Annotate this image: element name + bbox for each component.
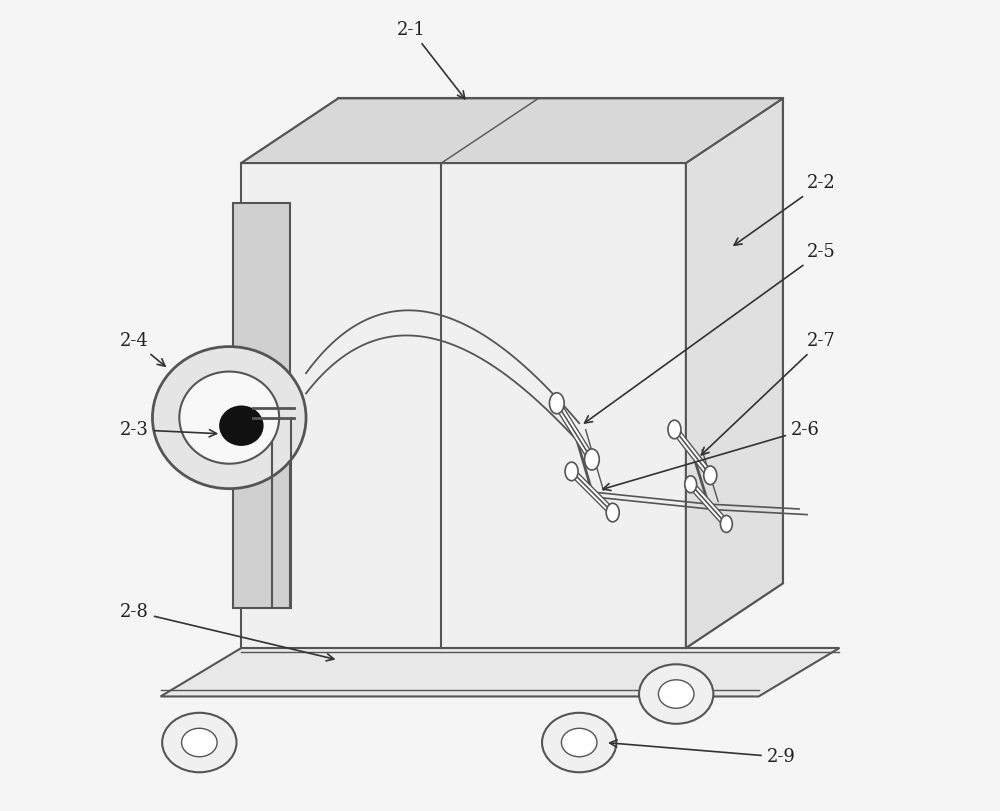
Ellipse shape <box>162 713 237 772</box>
Ellipse shape <box>549 393 564 414</box>
Ellipse shape <box>219 406 264 446</box>
Ellipse shape <box>704 466 717 485</box>
Ellipse shape <box>685 476 697 493</box>
Polygon shape <box>241 98 783 163</box>
Text: 2-2: 2-2 <box>734 174 836 245</box>
Ellipse shape <box>182 728 217 757</box>
Text: 2-5: 2-5 <box>585 243 836 423</box>
Bar <box>241 163 686 648</box>
Polygon shape <box>161 648 839 697</box>
Bar <box>338 98 783 583</box>
Ellipse shape <box>179 371 279 464</box>
Ellipse shape <box>585 449 599 470</box>
Ellipse shape <box>720 516 732 532</box>
Ellipse shape <box>561 728 597 757</box>
Ellipse shape <box>668 420 681 439</box>
Text: 2-3: 2-3 <box>120 421 217 439</box>
Ellipse shape <box>542 713 616 772</box>
Polygon shape <box>233 204 290 607</box>
Ellipse shape <box>152 346 306 489</box>
Ellipse shape <box>639 664 713 723</box>
Text: 2-4: 2-4 <box>120 332 165 367</box>
Ellipse shape <box>565 462 578 481</box>
Text: 2-9: 2-9 <box>610 740 796 766</box>
Text: 2-6: 2-6 <box>603 421 820 491</box>
Polygon shape <box>686 98 783 648</box>
Ellipse shape <box>606 504 619 521</box>
Text: 2-1: 2-1 <box>397 20 465 99</box>
Text: 2-8: 2-8 <box>120 603 334 661</box>
Ellipse shape <box>658 680 694 708</box>
Text: 2-7: 2-7 <box>701 332 836 455</box>
